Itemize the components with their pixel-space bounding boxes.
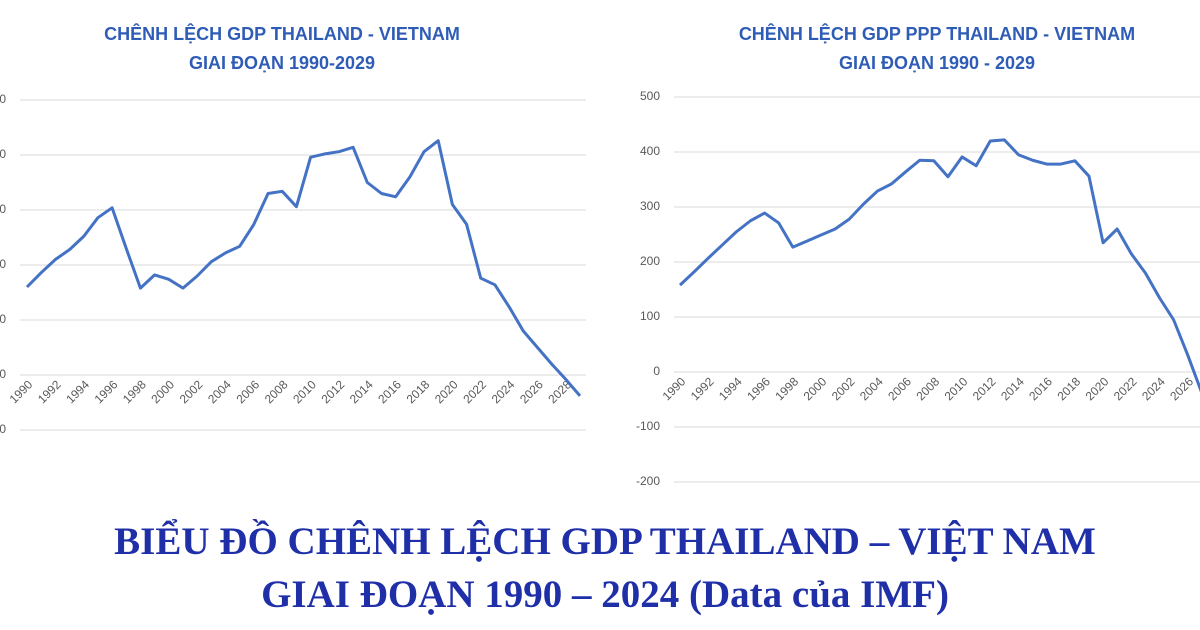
x-tick-label: 2020 xyxy=(432,377,461,406)
y-tick-label: 300 xyxy=(640,199,660,213)
y-tick-label: 250 xyxy=(0,92,6,106)
y-tick-label: 500 xyxy=(640,89,660,103)
x-tick-label: 1990 xyxy=(7,377,36,406)
x-tick-label: 2000 xyxy=(148,377,177,406)
x-tick-label: 1992 xyxy=(688,374,717,403)
y-tick-label: 100 xyxy=(0,257,6,271)
x-tick-label: 1994 xyxy=(63,377,92,406)
y-tick-label: 150 xyxy=(0,202,6,216)
x-tick-label: 2020 xyxy=(1083,374,1112,403)
heading: BIỂU ĐỒ CHÊNH LỆCH GDP THAILAND – VIỆT N… xyxy=(114,517,1096,563)
x-tick-label: 2016 xyxy=(375,377,404,406)
x-tick-label: 1990 xyxy=(660,374,689,403)
y-tick-label: -50 xyxy=(0,422,6,436)
x-tick-label: 2012 xyxy=(970,374,999,403)
x-tick-label: 2014 xyxy=(347,377,376,406)
x-tick-label: 2012 xyxy=(319,377,348,406)
y-tick-label: -200 xyxy=(636,474,660,488)
x-tick-label: 2018 xyxy=(404,377,433,406)
y-tick-label: 400 xyxy=(640,144,660,158)
x-tick-label: 1992 xyxy=(35,377,64,406)
x-tick-label: 1996 xyxy=(92,377,121,406)
x-tick-label: 2008 xyxy=(262,377,291,406)
x-tick-label: 2002 xyxy=(177,377,206,406)
y-tick-label: 200 xyxy=(0,147,6,161)
x-tick-label: 2024 xyxy=(489,377,518,406)
x-tick-label: 1994 xyxy=(716,374,745,403)
x-tick-label: 2000 xyxy=(801,374,830,403)
x-tick-label: 2022 xyxy=(1111,374,1140,403)
y-tick-label: 0 xyxy=(0,367,6,381)
x-tick-label: 1996 xyxy=(744,374,773,403)
y-tick-label: 100 xyxy=(640,309,660,323)
chart-title: CHÊNH LỆCH GDP PPP THAILAND - VIETNAM xyxy=(739,23,1135,44)
y-tick-label: 200 xyxy=(640,254,660,268)
x-tick-label: 2024 xyxy=(1139,374,1168,403)
chart-subtitle: GIAI ĐOẠN 1990-2029 xyxy=(189,53,375,73)
chart: CHÊNH LỆCH GDP THAILAND - VIETNAM GIAI ĐO… xyxy=(0,23,586,436)
chart-subtitle: GIAI ĐOẠN 1990 - 2029 xyxy=(839,53,1035,73)
x-tick-label: 2002 xyxy=(829,374,858,403)
y-tick-label: -100 xyxy=(636,419,660,433)
x-tick-label: 2004 xyxy=(205,377,234,406)
x-tick-label: 2018 xyxy=(1054,374,1083,403)
x-tick-label: 2006 xyxy=(233,377,262,406)
x-tick-label: 2006 xyxy=(885,374,914,403)
line xyxy=(678,138,1200,393)
x-tick-label: 2004 xyxy=(857,374,886,403)
x-tick-label: 1998 xyxy=(772,374,801,403)
x-tick-label: 2026 xyxy=(517,377,546,406)
y-tick-label: 50 xyxy=(0,312,6,326)
x-tick-label: 2008 xyxy=(913,374,942,403)
y-tick-label: 0 xyxy=(653,364,660,378)
x-tick-label: 2028 xyxy=(545,377,574,406)
x-tick-label: 2010 xyxy=(290,377,319,406)
chart: CHÊNH LỆCH GDP PPP THAILAND - VIETNAM GIA… xyxy=(636,23,1200,488)
x-tick-label: 1998 xyxy=(120,377,149,406)
x-tick-label: 2022 xyxy=(460,377,489,406)
x-tick-label: 2016 xyxy=(1026,374,1055,403)
heading: GIAI ĐOẠN 1990 – 2024 (Data của IMF) xyxy=(261,573,949,616)
chart-title: CHÊNH LỆCH GDP THAILAND - VIETNAM xyxy=(104,23,460,44)
x-tick-label: 2010 xyxy=(942,374,971,403)
x-tick-label: 2014 xyxy=(998,374,1027,403)
x-tick-label: 2026 xyxy=(1167,374,1196,403)
line xyxy=(25,139,582,397)
